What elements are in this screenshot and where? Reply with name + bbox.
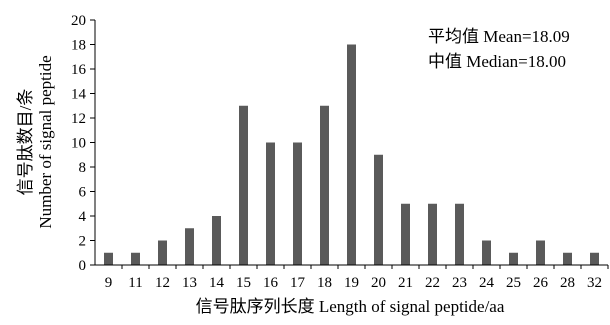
y-tick-label: 8: [79, 160, 87, 176]
y-tick-label: 4: [79, 209, 87, 225]
y-axis-title-en: Number of signal peptide: [36, 55, 55, 228]
bar-17: [293, 142, 302, 265]
bar-25: [509, 252, 518, 265]
bar-32: [590, 252, 599, 265]
x-tick-label: 26: [533, 275, 549, 291]
bar-13: [185, 228, 194, 265]
x-tick-label: 9: [105, 275, 113, 291]
y-tick-label: 10: [71, 136, 86, 152]
x-tick-label: 28: [560, 275, 575, 291]
y-tick-label: 18: [71, 38, 86, 54]
x-tick-label: 14: [209, 275, 225, 291]
bar-19: [347, 44, 356, 265]
y-tick-label: 12: [71, 111, 86, 127]
y-tick-label: 6: [79, 185, 87, 201]
y-tick-label: 20: [71, 13, 86, 29]
bar-24: [482, 240, 491, 265]
y-tick-label: 16: [71, 62, 87, 78]
y-tick-label: 14: [71, 87, 87, 103]
x-tick-label: 11: [128, 275, 142, 291]
x-tick-label: 19: [344, 275, 359, 291]
x-tick-label: 32: [587, 275, 602, 291]
x-axis-ticks: 9 11 12 13 14 15 16 17 18 19 20 21 22 23 24 25 26 28 32: [105, 265, 609, 291]
bar-28: [563, 252, 572, 265]
x-tick-label: 21: [398, 275, 413, 291]
bars: [104, 44, 599, 265]
x-axis-title: 信号肽序列长度 Length of signal peptide/aa: [196, 297, 505, 316]
bar-16: [266, 142, 275, 265]
mean-annotation: 平均值 Mean=18.09: [428, 27, 570, 46]
y-tick-label: 0: [79, 258, 87, 274]
x-tick-label: 15: [236, 275, 251, 291]
bar-20: [374, 154, 383, 265]
y-tick-label: 2: [79, 234, 87, 250]
x-tick-label: 12: [155, 275, 170, 291]
bar-14: [212, 216, 221, 265]
y-axis-ticks: 0 2 4 6 8 10 12 14 16 18 20: [71, 13, 95, 274]
bar-23: [455, 203, 464, 265]
x-tick-label: 18: [317, 275, 332, 291]
x-tick-label: 13: [182, 275, 197, 291]
bar-11: [131, 252, 140, 265]
x-tick-label: 25: [506, 275, 521, 291]
x-tick-label: 22: [425, 275, 440, 291]
bar-12: [158, 240, 167, 265]
bar-21: [401, 203, 410, 265]
bar-18: [320, 105, 329, 265]
x-tick-label: 23: [452, 275, 467, 291]
bar-9: [104, 252, 113, 265]
bar-22: [428, 203, 437, 265]
x-tick-label: 20: [371, 275, 386, 291]
x-tick-label: 17: [290, 275, 306, 291]
bar-15: [239, 105, 248, 265]
median-annotation: 中值 Median=18.00: [428, 52, 566, 71]
x-tick-label: 24: [479, 275, 495, 291]
x-tick-label: 16: [263, 275, 279, 291]
bar-26: [536, 240, 545, 265]
y-axis-title-cn: 信号肽数目/条: [16, 89, 35, 196]
